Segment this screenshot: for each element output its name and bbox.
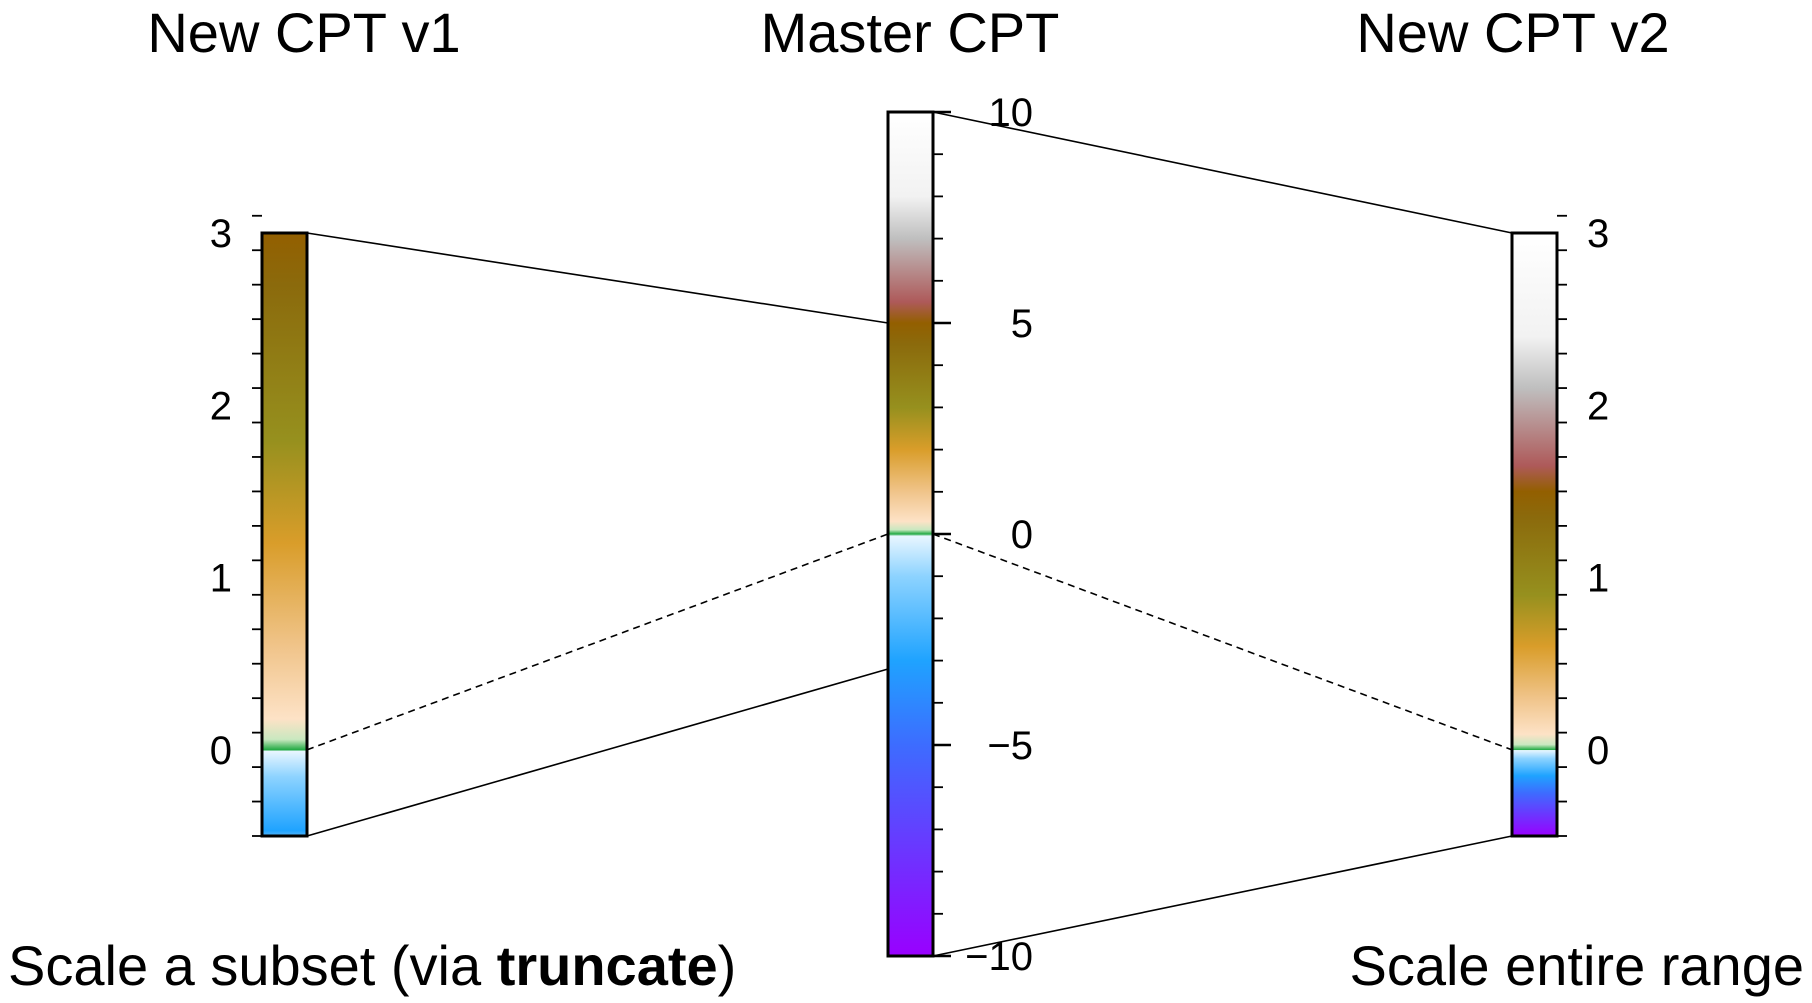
v2-tick-label: 2 — [1587, 384, 1609, 428]
colorbar-v1-fill — [260, 231, 309, 838]
v2-tick-label: 3 — [1587, 212, 1609, 256]
colorbar-master-cpt: 10 5 0 −5 −10 — [886, 91, 1033, 979]
caption-right: Scale entire range — [1349, 934, 1804, 997]
connector-v2-top — [932, 111, 1513, 234]
caption-left: Scale a subset (via truncate) — [8, 934, 736, 997]
colorbar-master-ticks — [933, 110, 951, 958]
master-tick-label: 0 — [1011, 513, 1033, 557]
master-tick-label: −10 — [965, 935, 1033, 979]
colorbar-v2-labels: 3 2 1 0 — [1587, 212, 1609, 773]
title-cpt-v2: New CPT v2 — [1356, 1, 1669, 64]
connector-v2-zero — [932, 533, 1513, 751]
connector-v1-top — [306, 232, 889, 324]
v1-tick-label: 1 — [210, 557, 232, 601]
connector-v1-zero — [306, 533, 889, 751]
title-cpt-v1: New CPT v1 — [147, 1, 460, 64]
colorbar-master-labels: 10 5 0 −5 −10 — [965, 91, 1033, 979]
v2-tick-label: 0 — [1587, 729, 1609, 773]
v1-tick-label: 2 — [210, 384, 232, 428]
colorbar-v2-ticks — [1557, 214, 1567, 837]
colorbar-v1-labels: 3 2 1 0 — [210, 212, 232, 773]
v2-tick-label: 1 — [1587, 557, 1609, 601]
v1-tick-label: 3 — [210, 212, 232, 256]
title-master-cpt: Master CPT — [761, 1, 1060, 64]
v1-tick-label: 0 — [210, 729, 232, 773]
master-tick-label: 10 — [989, 91, 1034, 135]
caption-left-suffix: ) — [718, 934, 737, 997]
caption-left-bold: truncate — [497, 934, 718, 997]
caption-left-prefix: Scale a subset (via — [8, 934, 497, 997]
connector-v2-bottom — [932, 835, 1513, 957]
colorbar-cpt-v1: 3 2 1 0 — [210, 212, 309, 838]
colorbar-v1-ticks — [252, 214, 262, 837]
colorbar-v2-fill — [1510, 231, 1559, 838]
master-tick-label: 5 — [1011, 302, 1033, 346]
colorbar-master-fill — [886, 110, 935, 958]
master-tick-label: −5 — [987, 724, 1033, 768]
connector-lines — [306, 111, 1513, 957]
colorbar-cpt-v2: 3 2 1 0 — [1510, 212, 1609, 838]
connector-v1-bottom — [306, 668, 889, 837]
